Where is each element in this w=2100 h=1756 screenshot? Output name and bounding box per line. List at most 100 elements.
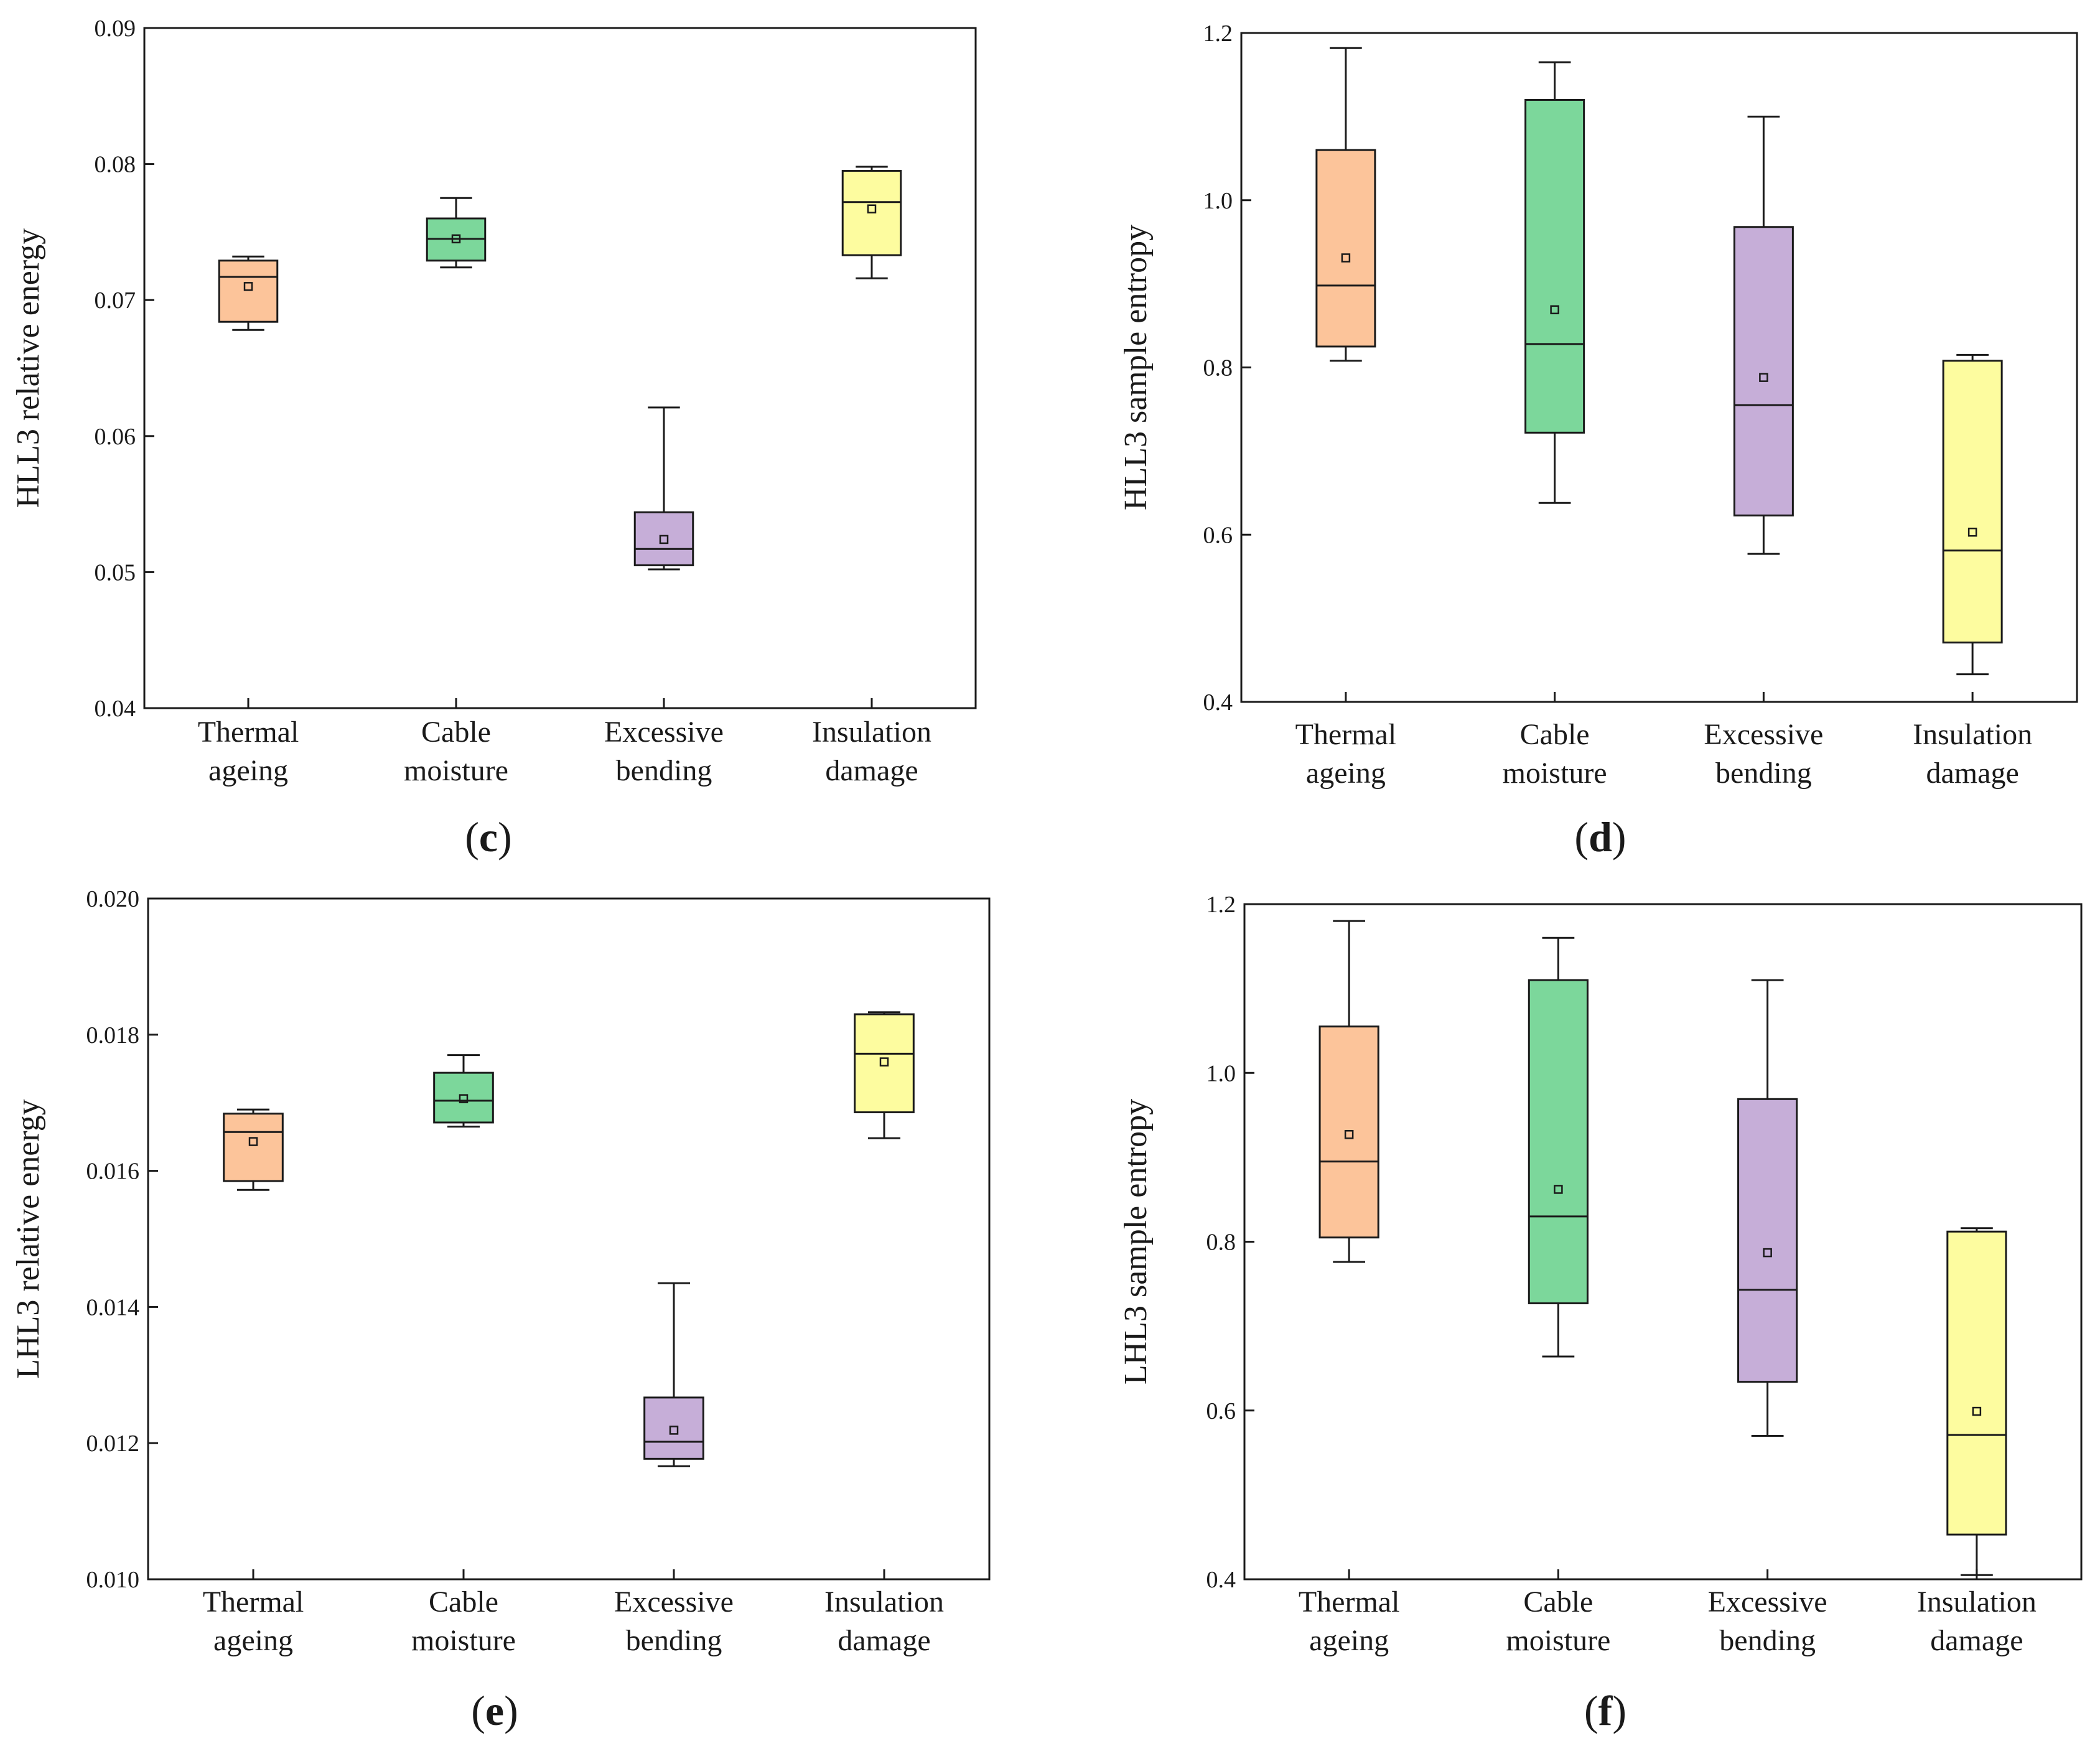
y-tick-label: 0.020 <box>86 886 140 912</box>
x-tick-label: damage <box>825 754 918 787</box>
x-tick-label: Thermal <box>1299 1586 1400 1618</box>
box-iqr <box>218 259 279 323</box>
x-tick-label: Excessive <box>1708 1586 1827 1618</box>
y-tick-label: 1.2 <box>1203 21 1233 47</box>
y-tick-label: 0.09 <box>95 16 136 42</box>
x-tick-label: moisture <box>411 1624 516 1657</box>
box-mean-marker <box>879 1057 889 1067</box>
plot-frame <box>143 27 977 709</box>
y-tick-label: 0.018 <box>86 1022 140 1048</box>
y-tick-label: 0.010 <box>86 1567 140 1593</box>
box-mean-marker <box>669 1426 679 1435</box>
box-mean-marker <box>451 234 461 244</box>
x-tick-label: bending <box>616 754 712 787</box>
y-tick-label: 0.06 <box>95 424 136 450</box>
x-tick-label: bending <box>626 1624 722 1657</box>
box-mean-marker <box>248 1137 258 1146</box>
box-mean-marker <box>459 1094 469 1103</box>
box-mean-marker <box>1763 1248 1772 1258</box>
x-tick-label: ageing <box>1309 1624 1389 1657</box>
x-tick-label: Excessive <box>604 716 724 749</box>
y-tick-label: 0.6 <box>1203 522 1233 548</box>
x-tick-label: Insulation <box>1913 718 2032 751</box>
panel-label-letter: e <box>485 1687 504 1734</box>
panel-d: 0.4 0.6 0.8 1.0 1.2 HLL3 sample entropy Therma… <box>1118 21 2078 861</box>
panel-label-close: ) <box>1612 1687 1626 1734</box>
panel-label-letter: d <box>1589 813 1612 861</box>
box-mean-marker <box>1554 1185 1563 1194</box>
y-tick-label: 0.014 <box>86 1294 140 1320</box>
y-tick-label: 0.4 <box>1206 1567 1236 1593</box>
x-tick-label: damage <box>838 1624 930 1657</box>
box-iqr <box>1733 226 1794 516</box>
y-tick-label: 0.8 <box>1206 1230 1236 1256</box>
y-tick-label: 1.0 <box>1206 1060 1236 1086</box>
y-axis-title: HLL3 relative energy <box>11 228 46 508</box>
x-tick-label: Insulation <box>812 716 931 749</box>
y-tick-label: 1.2 <box>1206 892 1236 918</box>
x-tick-label: moisture <box>404 754 508 787</box>
panel-label-open: ( <box>471 1687 485 1734</box>
y-axis-title: LHL3 sample entropy <box>1118 1099 1154 1385</box>
panel-label-open: ( <box>465 813 479 861</box>
x-tick-label: Cable <box>421 716 491 749</box>
box-iqr <box>433 1072 494 1124</box>
x-tick-label: bending <box>1715 757 1812 790</box>
x-tick-label: ageing <box>213 1624 293 1657</box>
panel-label-close: ) <box>498 813 512 861</box>
y-axis-title: HLL3 sample entropy <box>1118 225 1154 510</box>
box-iqr <box>1528 979 1589 1305</box>
box-mean-marker <box>659 535 669 544</box>
box-iqr <box>1737 1098 1798 1383</box>
x-tick-label: Excessive <box>1704 718 1823 751</box>
x-tick-label: Excessive <box>614 1586 734 1618</box>
x-tick-label: Insulation <box>824 1586 944 1618</box>
box-mean-marker <box>867 204 877 213</box>
box-iqr <box>633 511 694 566</box>
x-tick-label: ageing <box>208 754 288 787</box>
box-iqr <box>854 1013 915 1114</box>
panel-label-letter: f <box>1598 1687 1613 1734</box>
panel-label: (e) <box>471 1687 518 1734</box>
panel-label: (d) <box>1574 813 1626 861</box>
box-iqr <box>223 1113 284 1182</box>
box-mean-marker <box>1344 1130 1354 1139</box>
box-iqr <box>1942 360 2003 644</box>
x-tick-label: bending <box>1719 1624 1816 1657</box>
y-tick-label: 0.012 <box>86 1431 140 1457</box>
x-tick-label: Thermal <box>198 716 299 749</box>
box-mean-marker <box>1972 1406 1982 1416</box>
panel-label-open: ( <box>1584 1687 1598 1734</box>
panel-label-letter: c <box>479 813 498 861</box>
box-mean-marker <box>1759 373 1768 382</box>
plot-frame <box>147 897 991 1581</box>
panel-label-close: ) <box>504 1687 518 1734</box>
panel-f: 0.4 0.6 0.8 1.0 1.2 LHL3 sample entropy Therma… <box>1118 892 2083 1734</box>
panel-label: (c) <box>465 813 512 861</box>
box-iqr <box>643 1396 704 1460</box>
y-tick-label: 0.08 <box>95 152 136 178</box>
x-tick-label: Thermal <box>1295 718 1397 751</box>
x-tick-label: Cable <box>429 1586 498 1618</box>
x-tick-label: damage <box>1930 1624 2023 1657</box>
box-mean-marker <box>1967 527 1977 537</box>
x-tick-label: damage <box>1926 757 2019 790</box>
y-tick-label: 0.4 <box>1203 689 1233 716</box>
box-mean-marker <box>243 282 253 291</box>
box-iqr <box>1946 1230 2007 1536</box>
box-mean-marker <box>1341 253 1351 263</box>
box-mean-marker <box>1550 305 1559 315</box>
y-tick-label: 0.6 <box>1206 1398 1236 1424</box>
y-tick-label: 0.04 <box>95 696 136 722</box>
x-tick-label: Cable <box>1523 1586 1593 1618</box>
panel-label-open: ( <box>1574 813 1589 861</box>
x-tick-label: Thermal <box>203 1586 304 1618</box>
panel-label: (f) <box>1584 1687 1626 1734</box>
box-iqr <box>1318 1025 1379 1239</box>
box-iqr <box>1315 149 1376 348</box>
x-tick-label: moisture <box>1503 757 1607 790</box>
y-axis-title: LHL3 relative energy <box>11 1099 46 1379</box>
y-tick-label: 0.016 <box>86 1159 140 1185</box>
x-tick-label: Insulation <box>1917 1586 2037 1618</box>
